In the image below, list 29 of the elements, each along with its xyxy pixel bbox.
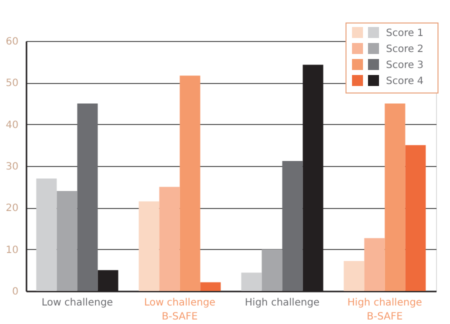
bar (200, 282, 221, 291)
bar (159, 186, 180, 291)
bar (364, 238, 385, 291)
bar (405, 145, 426, 291)
y-tick-label: 20 (6, 203, 18, 214)
bar (138, 201, 160, 291)
y-tick-label: 10 (6, 244, 18, 256)
bar (282, 161, 303, 291)
x-tick-label: High challenge B-SAFE (347, 298, 422, 322)
bar (344, 261, 364, 291)
y-tick-label: 0 (12, 286, 18, 298)
bar (241, 272, 262, 291)
legend-label: Score 3 (386, 60, 424, 71)
y-tick-label: 60 (6, 36, 18, 48)
legend-label: Score 2 (386, 44, 424, 55)
x-tick-label: Low challenge B-SAFE (144, 298, 216, 322)
bar (56, 191, 78, 291)
legend-label: Score 4 (386, 76, 424, 87)
bar (77, 104, 98, 291)
bar (36, 178, 57, 291)
bar (384, 104, 406, 291)
y-tick-label: 50 (6, 78, 18, 90)
y-tick-label: 30 (6, 162, 18, 172)
legend-label: Score 1 (386, 28, 424, 39)
bar (262, 249, 282, 291)
y-tick-label: 40 (6, 120, 18, 131)
x-tick-label: Low challenge (42, 298, 113, 308)
bar (180, 76, 200, 291)
x-tick-label: High challenge (244, 298, 320, 308)
